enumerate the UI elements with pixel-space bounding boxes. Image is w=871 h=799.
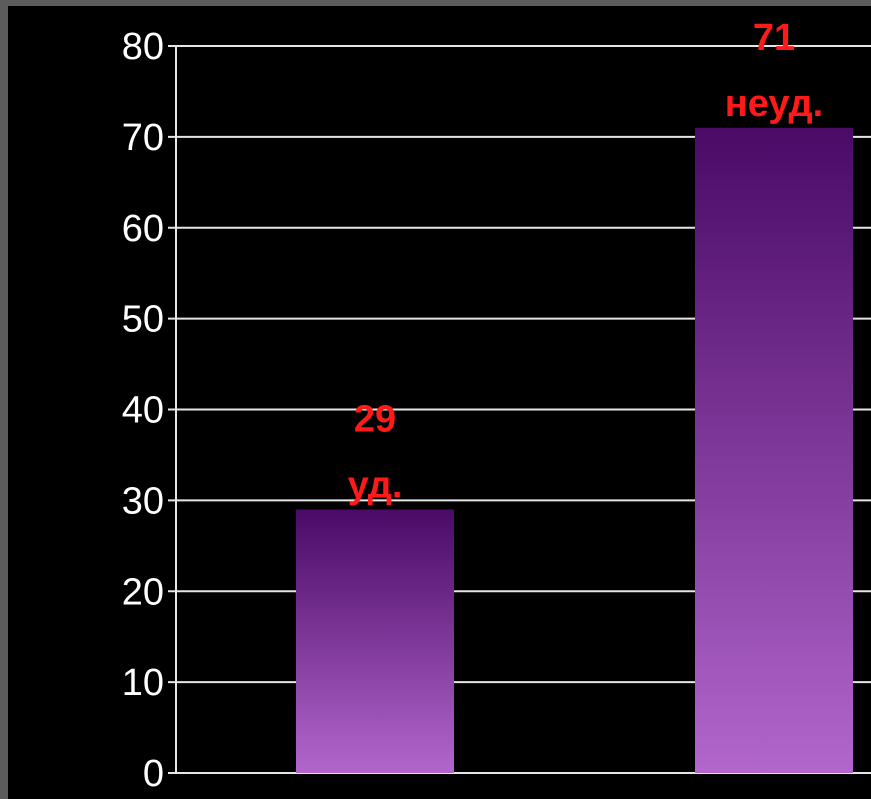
- y-tick-label-50: 50: [122, 299, 164, 341]
- y-tick-label-20: 20: [122, 571, 164, 613]
- data-label-text-1: уд.: [348, 464, 403, 506]
- bar-2: [695, 127, 853, 774]
- y-tick-label-60: 60: [122, 208, 164, 250]
- data-label-text-2: неуд.: [725, 83, 823, 125]
- y-tick-label-0: 0: [143, 753, 164, 795]
- y-tick-label-10: 10: [122, 662, 164, 704]
- data-labels: 29 уд. 71 неуд.: [348, 17, 824, 507]
- data-label-value-2: 71: [753, 17, 795, 59]
- y-tick-label-70: 70: [122, 117, 164, 159]
- gridlines: [168, 45, 871, 774]
- y-tick-label-30: 30: [122, 480, 164, 522]
- bar-1: [296, 509, 454, 773]
- bars: [296, 127, 853, 774]
- data-label-value-1: 29: [354, 398, 396, 440]
- bar-chart: 0 10 20 30 40 50 60 70 80 29 уд. 71 неуд.: [122, 17, 871, 795]
- y-axis: 0 10 20 30 40 50 60 70 80: [122, 26, 177, 795]
- y-tick-label-40: 40: [122, 390, 164, 432]
- y-tick-label-80: 80: [122, 26, 164, 68]
- chart-frame: 0 10 20 30 40 50 60 70 80 29 уд. 71 неуд.: [8, 6, 871, 799]
